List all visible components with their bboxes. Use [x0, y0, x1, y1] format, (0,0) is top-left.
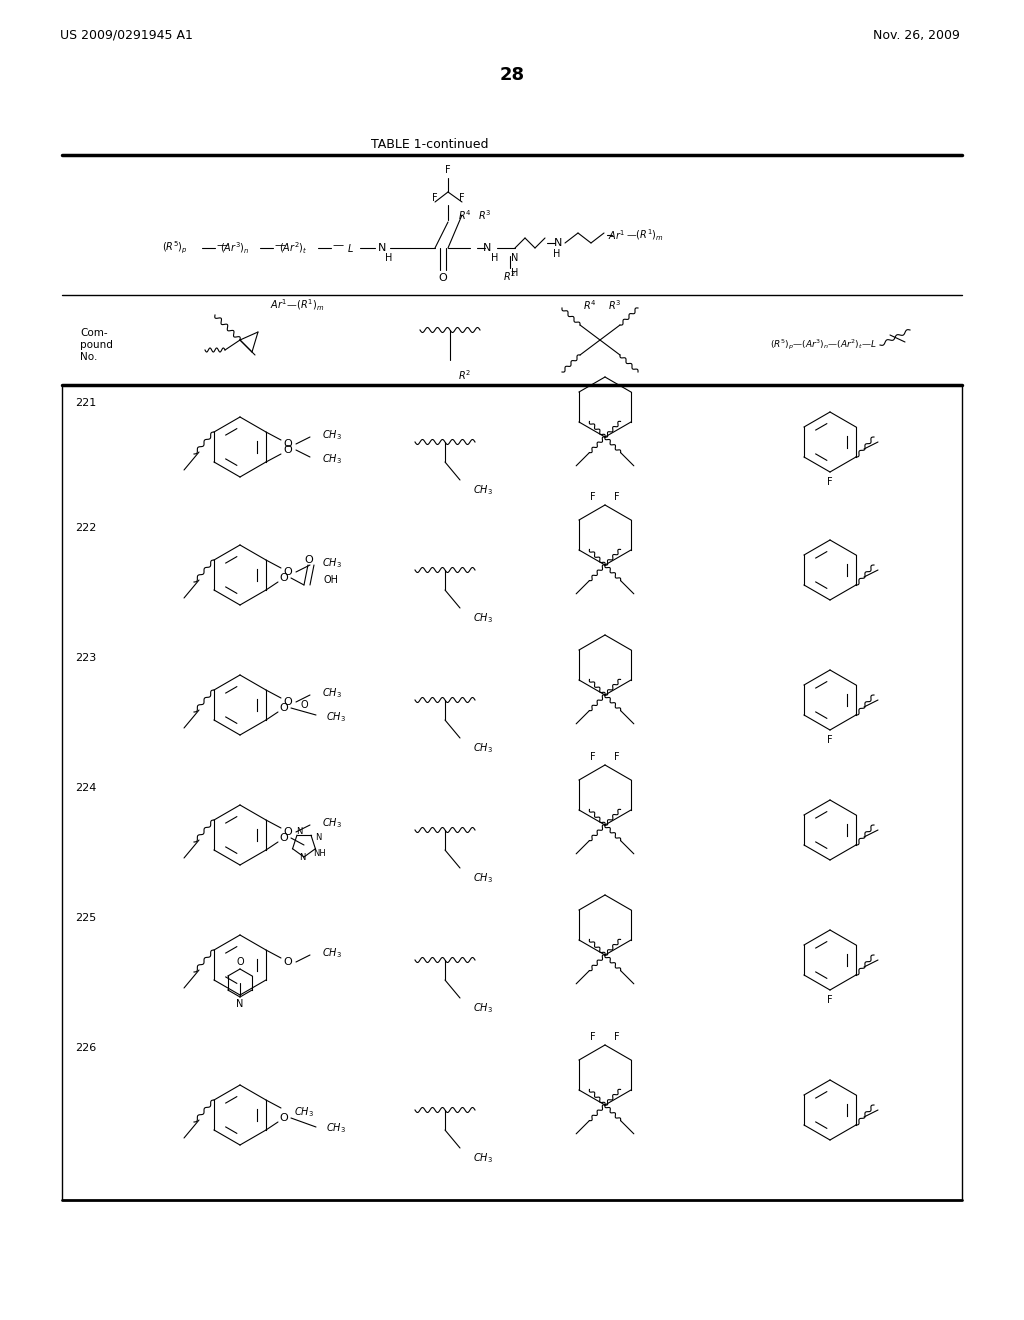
Text: $(R^5)_p$—$(Ar^3)_n$—$(Ar^2)_t$—$L$: $(R^5)_p$—$(Ar^3)_n$—$(Ar^2)_t$—$L$: [770, 338, 877, 352]
Text: N: N: [314, 833, 322, 842]
Text: $CH_3$: $CH_3$: [473, 871, 493, 884]
Text: O: O: [280, 833, 289, 843]
Text: O: O: [280, 704, 289, 713]
Text: F: F: [590, 1032, 596, 1041]
Text: N: N: [378, 243, 386, 253]
Text: 226: 226: [75, 1043, 96, 1053]
Text: O: O: [284, 568, 293, 577]
Text: TABLE 1-continued: TABLE 1-continued: [372, 139, 488, 152]
Text: 223: 223: [75, 653, 96, 663]
Text: $CH_3$: $CH_3$: [322, 556, 342, 570]
Text: $(Ar^2)_t$: $(Ar^2)_t$: [279, 240, 307, 256]
Text: $R^4$: $R^4$: [584, 298, 597, 312]
Text: Com-
pound
No.: Com- pound No.: [80, 329, 113, 362]
Text: $R^2$: $R^2$: [459, 368, 471, 381]
Text: $CH_3$: $CH_3$: [326, 710, 346, 723]
Text: N: N: [237, 999, 244, 1008]
Text: H: H: [511, 268, 519, 279]
Text: $CH_3$: $CH_3$: [322, 946, 342, 960]
Text: $CH_3$: $CH_3$: [473, 611, 493, 624]
Text: $R^3$: $R^3$: [478, 209, 492, 222]
Text: 224: 224: [75, 783, 96, 793]
Text: $CH_3$: $CH_3$: [322, 686, 342, 700]
Text: $L$: $L$: [346, 242, 353, 253]
Text: O: O: [237, 957, 244, 968]
Text: —: —: [216, 240, 227, 249]
Text: $R^3$: $R^3$: [608, 298, 622, 312]
Text: H: H: [492, 253, 499, 263]
Text: O: O: [304, 554, 313, 565]
Text: F: F: [827, 477, 833, 487]
Text: F: F: [827, 735, 833, 744]
Text: O: O: [284, 957, 293, 968]
Text: N: N: [296, 826, 302, 836]
Text: $CH_3$: $CH_3$: [473, 741, 493, 755]
Text: O: O: [284, 440, 293, 449]
Text: $CH_3$: $CH_3$: [473, 483, 493, 496]
Text: 28: 28: [500, 66, 524, 84]
Text: O: O: [284, 828, 293, 837]
Text: $CH_3$: $CH_3$: [322, 451, 342, 466]
Text: —: —: [274, 240, 286, 249]
Text: F: F: [827, 995, 833, 1005]
Text: O: O: [284, 697, 293, 708]
Text: H: H: [385, 253, 392, 263]
Text: $Ar^1$—$(R^1)_m$: $Ar^1$—$(R^1)_m$: [270, 297, 325, 313]
Text: 222: 222: [75, 523, 96, 533]
Text: $CH_3$: $CH_3$: [322, 816, 342, 830]
Text: OH: OH: [324, 576, 339, 585]
Text: F: F: [445, 165, 451, 176]
Text: $CH_3$: $CH_3$: [294, 1105, 314, 1119]
Text: F: F: [614, 1032, 620, 1041]
Text: O: O: [438, 273, 447, 282]
Text: $—(R^1)_m$: $—(R^1)_m$: [626, 227, 664, 243]
Text: US 2009/0291945 A1: US 2009/0291945 A1: [60, 29, 193, 41]
Text: $CH_3$: $CH_3$: [322, 428, 342, 442]
Text: NH: NH: [313, 849, 327, 858]
Text: O: O: [300, 700, 308, 710]
Text: —: —: [333, 240, 344, 249]
Text: $CH_3$: $CH_3$: [473, 1001, 493, 1015]
Text: $R^2$: $R^2$: [504, 269, 516, 282]
Text: F: F: [614, 752, 620, 762]
Text: $(Ar^3)_n$: $(Ar^3)_n$: [220, 240, 250, 256]
Text: O: O: [280, 573, 289, 583]
Text: $Ar^1$: $Ar^1$: [608, 228, 626, 242]
Text: Nov. 26, 2009: Nov. 26, 2009: [873, 29, 961, 41]
Text: O: O: [284, 445, 293, 455]
Text: 225: 225: [75, 913, 96, 923]
Text: $(R^5)_p$: $(R^5)_p$: [162, 240, 188, 256]
Text: O: O: [280, 1113, 289, 1123]
Text: F: F: [432, 193, 438, 203]
Text: F: F: [590, 492, 596, 502]
Text: N: N: [299, 854, 305, 862]
Text: 221: 221: [75, 399, 96, 408]
Text: N: N: [554, 238, 562, 248]
Text: F: F: [614, 492, 620, 502]
Text: N: N: [482, 243, 492, 253]
Text: $CH_3$: $CH_3$: [473, 1151, 493, 1166]
Text: N: N: [511, 253, 519, 263]
Text: H: H: [553, 249, 561, 259]
Text: $R^4$: $R^4$: [459, 209, 472, 222]
Text: F: F: [590, 752, 596, 762]
Text: F: F: [459, 193, 465, 203]
Text: $CH_3$: $CH_3$: [326, 1121, 346, 1135]
